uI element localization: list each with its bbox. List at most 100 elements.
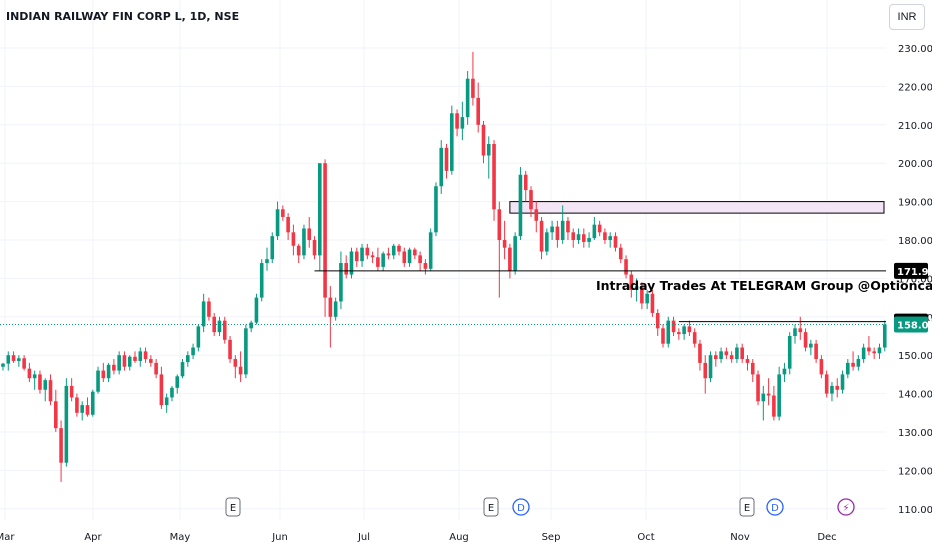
candle-body	[143, 351, 148, 360]
candle-body	[117, 355, 121, 371]
levels-layer	[0, 270, 886, 325]
candle-body	[302, 228, 306, 256]
candle-body	[824, 374, 829, 394]
candle-body	[48, 380, 53, 402]
candle-body	[296, 245, 301, 256]
y-tick-label: 120.00	[898, 466, 932, 477]
time-axis[interactable]: Mar Apr May Jun Jul Aug Sep Oct Nov Dec	[0, 532, 837, 543]
x-tick-label: Nov	[730, 532, 750, 543]
candle-body	[207, 301, 211, 317]
candle-body	[397, 245, 401, 252]
candle-body	[613, 236, 618, 248]
candle-body	[814, 343, 818, 360]
candle-body	[32, 374, 37, 379]
candle-body	[650, 293, 655, 313]
candle-body	[333, 301, 338, 317]
candle-body	[238, 366, 243, 375]
candle-body	[164, 397, 169, 406]
candle-body	[186, 355, 190, 363]
candle-body	[318, 163, 322, 256]
candle-body	[476, 97, 480, 125]
candle-body	[154, 362, 158, 375]
candle-body	[872, 351, 876, 354]
candle-body	[133, 356, 137, 361]
split-marker-label: ⚡	[842, 503, 849, 514]
price-axis[interactable]: 110.00120.00130.00140.00150.00160.00170.…	[894, 44, 932, 516]
x-tick-label: May	[170, 532, 191, 543]
candle-body	[376, 257, 380, 267]
candle-body	[196, 326, 201, 348]
candle-body	[391, 245, 396, 256]
currency-button[interactable]: INR	[889, 4, 925, 30]
candle-body	[851, 362, 855, 367]
candle-body	[603, 232, 607, 240]
candle-body	[645, 293, 649, 304]
candle-body	[138, 351, 143, 361]
candle-body	[402, 251, 407, 264]
candle-body	[518, 174, 523, 237]
candle-body	[560, 220, 565, 240]
candle-body	[492, 144, 496, 210]
x-tick-label: Apr	[84, 532, 102, 543]
candle-body	[582, 234, 586, 242]
candle-body	[777, 374, 781, 417]
y-tick-label: 110.00	[898, 505, 932, 516]
candle-body	[217, 320, 222, 333]
candle-body	[149, 359, 153, 363]
candle-body	[772, 395, 776, 417]
candle-body	[212, 316, 216, 333]
candle-body	[259, 263, 264, 298]
candle-body	[719, 351, 723, 360]
candle-body	[740, 347, 744, 360]
candle-body	[597, 224, 602, 233]
y-tick-label: 150.00	[898, 351, 932, 362]
y-tick-label: 200.00	[898, 159, 932, 170]
candle-body	[629, 274, 634, 290]
dividend-marker-label: D	[517, 503, 525, 514]
candle-body	[867, 347, 871, 352]
candle-body	[571, 232, 576, 240]
x-tick-label: Dec	[817, 532, 836, 543]
candle-body	[787, 336, 792, 369]
candle-body	[714, 355, 718, 360]
candle-body	[634, 286, 639, 290]
y-tick-label: 190.00	[898, 198, 932, 209]
candle-body	[846, 362, 850, 375]
x-tick-label: Oct	[637, 532, 654, 543]
candle-body	[307, 228, 312, 240]
candle-body	[75, 397, 79, 413]
candle-body	[624, 259, 628, 275]
x-tick-label: Jun	[271, 532, 288, 543]
candle-body	[486, 144, 491, 156]
price-label-box	[894, 316, 928, 333]
candle-body	[555, 226, 560, 240]
candle-body	[666, 320, 671, 344]
x-tick-label: Jul	[357, 532, 370, 543]
candle-body	[735, 347, 739, 360]
candle-body	[244, 328, 248, 375]
candle-body	[809, 343, 813, 348]
y-tick-label: 180.00	[898, 236, 932, 247]
candle-body	[365, 247, 370, 256]
candle-body	[761, 393, 766, 402]
candle-body	[22, 358, 26, 369]
candle-body	[661, 328, 665, 344]
candle-body	[455, 113, 459, 129]
y-tick-label: 220.00	[898, 82, 932, 93]
candle-body	[275, 209, 280, 237]
candle-body	[861, 347, 866, 360]
candle-body	[159, 374, 164, 406]
candle-body	[471, 78, 475, 98]
x-tick-label: Sep	[542, 532, 561, 543]
candle-body	[407, 249, 412, 264]
candle-body	[222, 320, 227, 340]
grid-lines	[0, 0, 886, 520]
y-tick-label: 210.00	[898, 121, 932, 132]
candle-body	[328, 297, 333, 317]
candle-body	[618, 247, 623, 260]
candle-body	[608, 236, 612, 240]
candle-body	[228, 339, 232, 360]
candle-body	[682, 326, 686, 335]
